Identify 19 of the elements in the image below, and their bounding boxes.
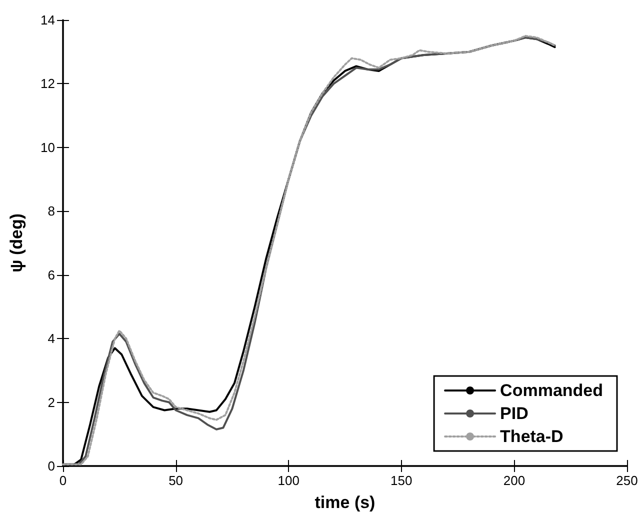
y-tick-label: 6 [48,267,55,282]
y-axis-title: ψ (deg) [7,213,26,273]
x-tick-label: 100 [278,473,300,488]
y-tick-label: 12 [40,76,55,92]
x-tick-label: 200 [503,473,526,488]
x-tick-label: 150 [390,473,412,488]
x-tick-label: 0 [59,473,67,488]
legend-label: PID [500,404,528,423]
y-tick-label: 4 [48,331,55,346]
legend-label: Commanded [500,381,604,400]
y-tick-label: 8 [48,204,55,219]
x-tick-label: 50 [168,473,184,488]
legend-label: Theta-D [500,427,564,446]
y-tick-label: 0 [48,458,55,474]
x-tick-label: 250 [616,473,638,488]
y-tick-label: 10 [40,140,55,155]
x-axis-title: time (s) [314,493,376,512]
y-tick-label: 2 [48,394,55,410]
y-tick-label: 14 [40,12,55,28]
